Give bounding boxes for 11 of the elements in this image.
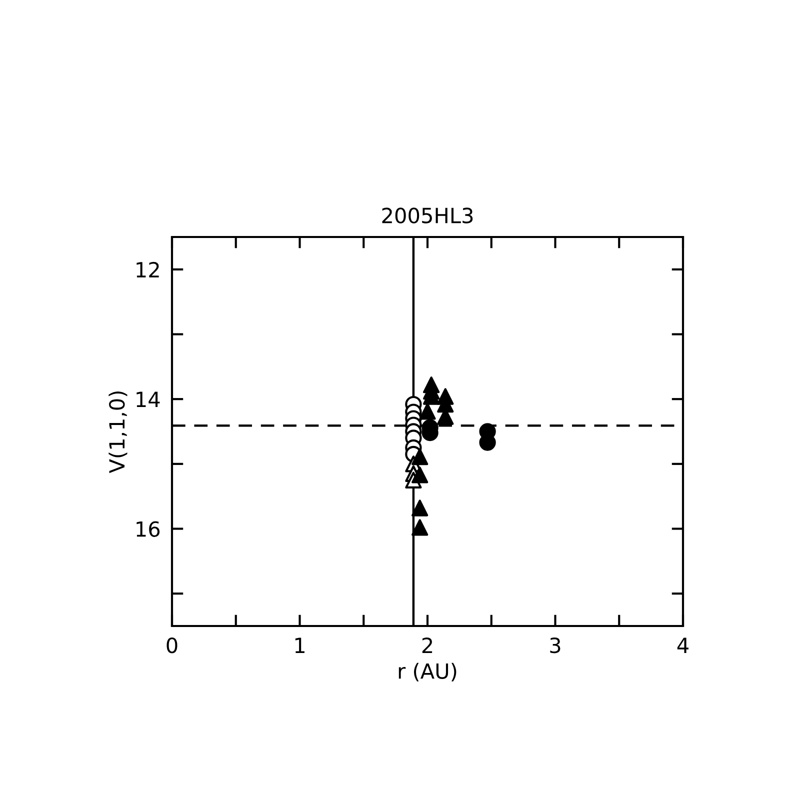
y-tick-label: 14 [136, 392, 160, 407]
y-tick-label: 12 [136, 262, 159, 278]
x-tick-label: 2 [422, 637, 432, 653]
x-axis-title: r (AU) [398, 662, 456, 682]
y-tick-label: 16 [136, 521, 160, 537]
x-tick-label: 3 [550, 637, 560, 654]
chart-title: 2005HL3 [382, 208, 473, 224]
x-tick-label: 4 [677, 638, 688, 653]
y-axis-title: V(1,1,0) [108, 392, 128, 474]
x-tick-label: 1 [295, 638, 304, 653]
x-tick-label: 0 [166, 637, 178, 654]
